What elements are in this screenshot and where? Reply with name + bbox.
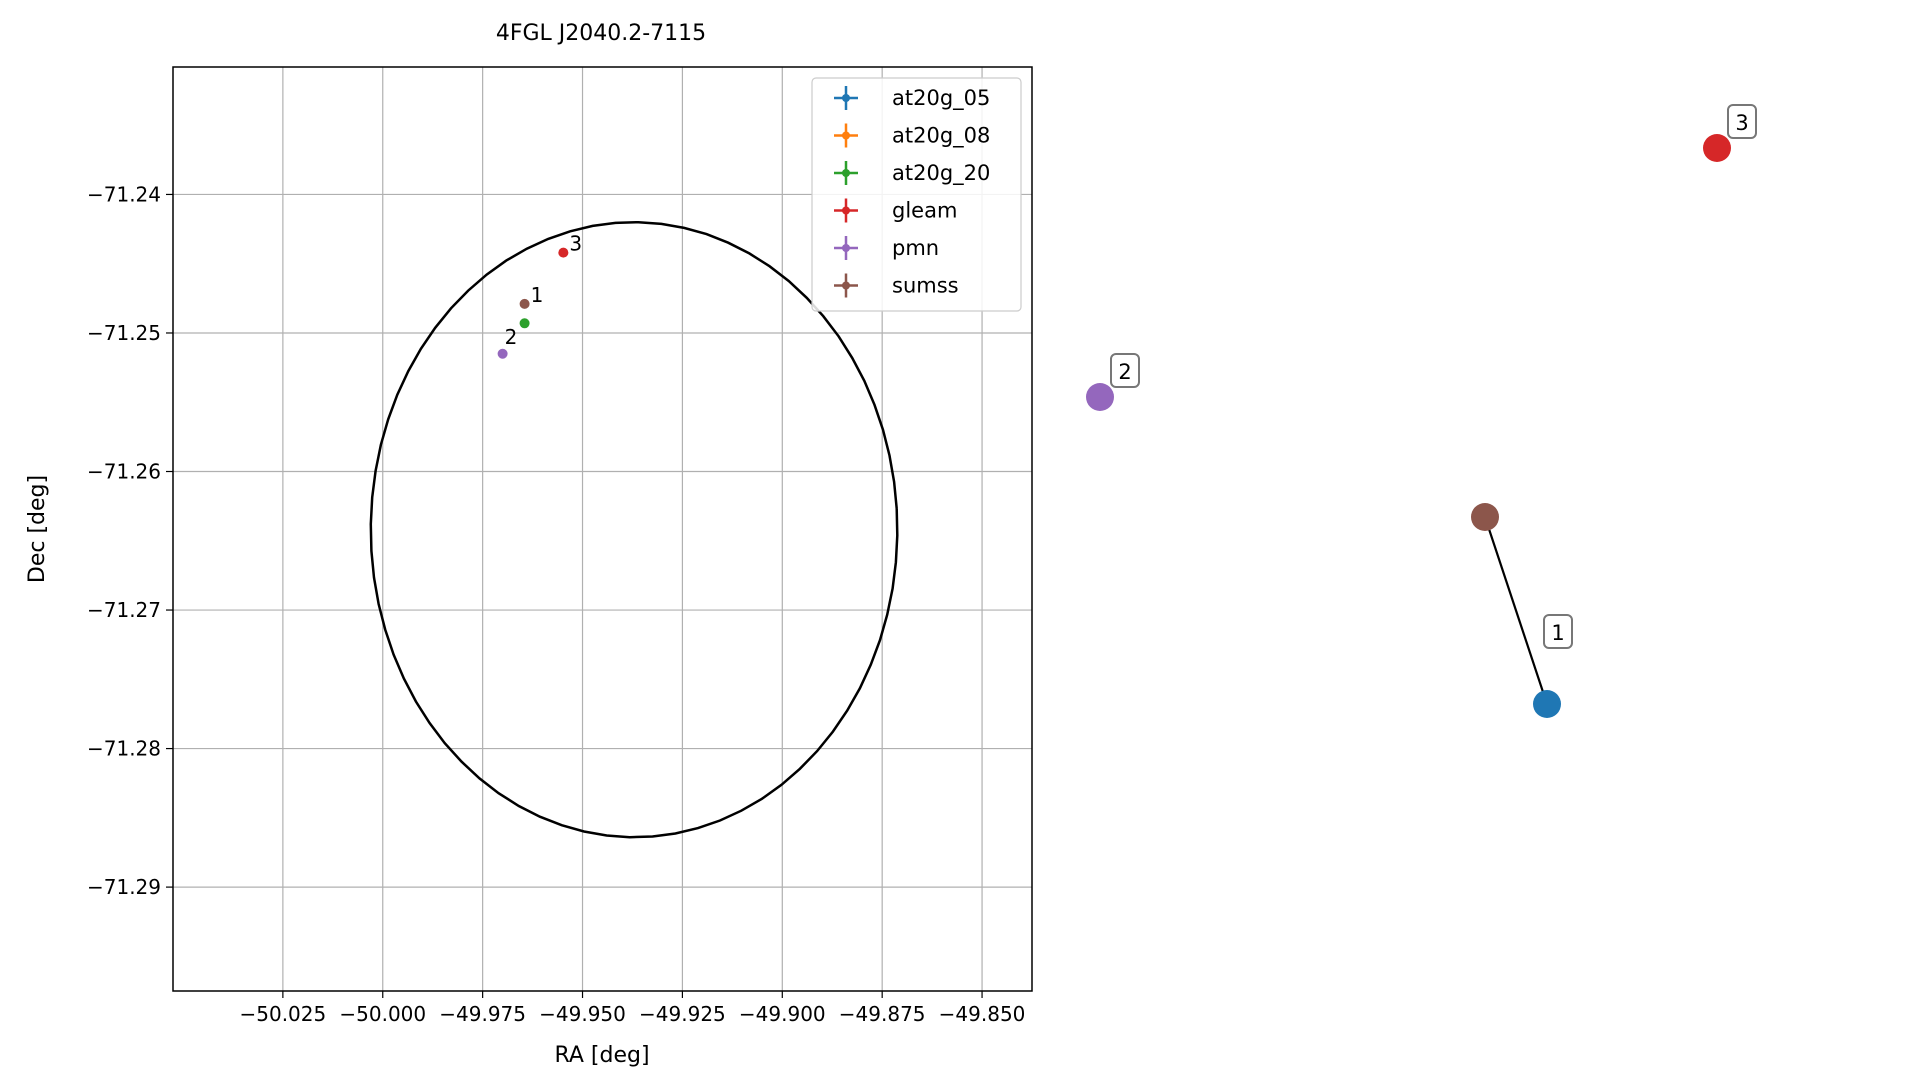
- y-axis: −71.24 −71.25 −71.26 −71.27 −71.28 −71.29: [87, 182, 173, 899]
- point-pmn: [497, 348, 508, 359]
- x-tick-label: −49.900: [739, 1002, 826, 1026]
- annotation-1: 1: [531, 283, 544, 307]
- x-axis-label: RA [deg]: [554, 1043, 649, 1068]
- x-tick-label: −49.975: [439, 1002, 526, 1026]
- legend-box: [811, 77, 1022, 312]
- point-at20g_20: [519, 318, 530, 329]
- annotation-3: 3: [569, 232, 582, 256]
- ellipse-layer: [369, 220, 899, 839]
- point-gleam: [558, 247, 569, 258]
- x-tick-label: −49.875: [839, 1002, 926, 1026]
- point-annotations: 12 3: [505, 232, 582, 349]
- x-tick-label: −50.000: [339, 1002, 426, 1026]
- legend-label-at20g_08: at20g_08: [892, 124, 990, 149]
- graph-node-label: 3: [1735, 111, 1748, 135]
- legend-dot-gleam: [842, 206, 850, 215]
- error-ellipse: [369, 220, 899, 839]
- x-tick-label: −49.950: [539, 1002, 626, 1026]
- grid: [173, 67, 1032, 991]
- legend-dot-at20g_05: [842, 94, 850, 102]
- graph-node-label: 2: [1118, 360, 1131, 384]
- graph-edge: [1483, 516, 1549, 705]
- graph-node: [1086, 383, 1114, 411]
- legend-dot-sumss: [842, 281, 850, 290]
- legend-dot-pmn: [842, 244, 850, 252]
- legend-label-at20g_20: at20g_20: [892, 161, 990, 186]
- graph-node: [1471, 503, 1499, 531]
- y-axis-label: Dec [deg]: [25, 475, 50, 583]
- plot-area: [172, 66, 1033, 992]
- cluster-graph: 1 2 3: [1086, 104, 1757, 718]
- legend-label-pmn: pmn: [892, 236, 939, 260]
- x-tick-label: −50.025: [239, 1002, 326, 1026]
- x-tick-label: −49.850: [939, 1002, 1026, 1026]
- graph-node-label-box: [1543, 614, 1573, 649]
- legend-dot-at20g_20: [842, 169, 850, 177]
- graph-node-label: 1: [1551, 621, 1564, 645]
- legend-dot-at20g_08: [842, 131, 850, 140]
- graph-node-label-box: [1727, 104, 1757, 139]
- x-tick-label: −49.925: [639, 1002, 726, 1026]
- y-tick-label: −71.28: [87, 737, 161, 761]
- x-axis: −50.025 −50.000 −49.975 −49.950 −49.925 −49.9…: [239, 991, 1025, 1026]
- graph-node: [1703, 134, 1731, 162]
- y-tick-label: −71.27: [87, 598, 161, 622]
- y-tick-label: −71.24: [87, 182, 161, 206]
- legend-label-at20g_05: at20g_05: [892, 86, 990, 111]
- legend-label-gleam: gleam: [892, 199, 957, 223]
- y-tick-label: −71.26: [87, 460, 161, 484]
- y-tick-label: −71.25: [87, 321, 161, 345]
- graph-node-label-box: [1110, 353, 1140, 388]
- chart-title: 4FGL J2040.2-7115: [496, 21, 706, 46]
- annotation-2: 2: [505, 325, 518, 349]
- y-tick-label: −71.29: [87, 875, 161, 899]
- data-points: [497, 247, 569, 359]
- legend-label-sumss: sumss: [892, 274, 959, 298]
- graph-node: [1533, 690, 1561, 718]
- point-sumss: [519, 298, 530, 309]
